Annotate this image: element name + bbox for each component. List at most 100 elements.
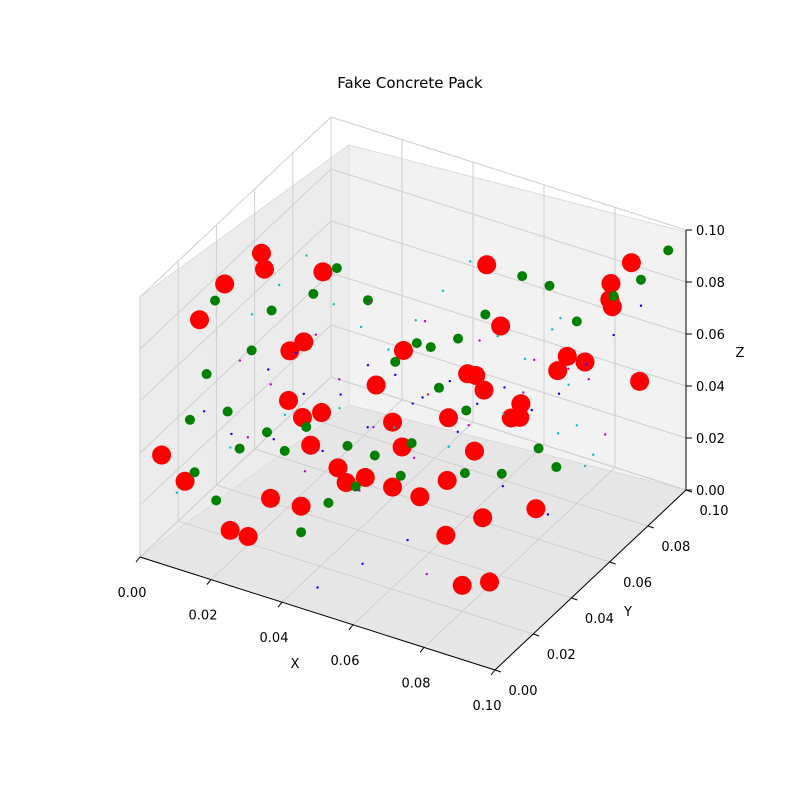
data-point	[390, 356, 401, 367]
data-point	[426, 393, 430, 396]
data-point	[567, 367, 570, 370]
data-point	[475, 402, 479, 405]
y-tick-mark	[494, 669, 502, 673]
data-point	[201, 369, 212, 380]
x-tick-mark	[206, 579, 212, 585]
data-point	[366, 426, 369, 429]
data-point	[523, 357, 527, 360]
data-point	[269, 383, 272, 386]
data-point	[394, 373, 397, 377]
data-point	[491, 316, 511, 336]
data-point	[630, 371, 650, 391]
data-point	[556, 432, 560, 435]
gridline-z	[330, 116, 687, 231]
data-point	[254, 259, 274, 279]
data-point	[551, 462, 562, 473]
data-point	[152, 445, 172, 465]
data-point	[261, 427, 272, 438]
data-point	[583, 464, 587, 468]
data-point	[332, 303, 335, 306]
z-tick-label: 0.08	[696, 276, 725, 291]
data-point	[202, 410, 206, 413]
data-point	[411, 338, 422, 349]
data-point	[592, 453, 595, 456]
data-point	[533, 358, 536, 362]
data-point	[338, 406, 341, 410]
data-point	[316, 586, 319, 589]
data-point	[215, 274, 235, 294]
gridline-z	[139, 220, 332, 402]
data-point	[517, 271, 528, 282]
data-point	[608, 291, 619, 302]
data-point	[437, 470, 457, 490]
data-point	[478, 339, 481, 342]
data-point	[291, 496, 311, 516]
data-point	[575, 352, 595, 372]
data-point	[510, 407, 530, 427]
data-point	[338, 378, 341, 381]
data-point	[392, 426, 396, 429]
data-point	[587, 377, 590, 381]
data-point	[250, 313, 254, 316]
data-point	[464, 441, 484, 461]
data-point	[234, 443, 245, 454]
data-point	[421, 396, 424, 399]
data-point	[339, 393, 342, 396]
y-axis-line	[494, 489, 687, 671]
data-point	[621, 253, 641, 273]
data-point	[411, 402, 414, 405]
gridline-z	[139, 116, 332, 298]
data-point	[372, 425, 375, 429]
x-tick-mark	[419, 647, 425, 653]
y-tick-label: 0.08	[661, 540, 690, 555]
data-point	[473, 508, 493, 528]
data-point	[272, 438, 275, 441]
axes	[135, 229, 693, 676]
data-point	[414, 319, 417, 322]
data-point	[425, 342, 436, 353]
data-point	[461, 405, 472, 416]
data-point	[474, 380, 494, 400]
y-tick-label: 0.10	[700, 504, 729, 519]
y-tick-label: 0.06	[623, 576, 652, 591]
y-tick-mark	[533, 633, 540, 637]
data-point	[296, 527, 307, 538]
y-tick-mark	[647, 525, 654, 529]
data-point	[387, 348, 390, 351]
gridline-y	[330, 376, 687, 491]
data-point	[279, 391, 299, 410]
tick-labels: 0.00 0.02 0.04 0.06 0.08 0.10 0.00 0.02 0.04 0.06…	[118, 224, 729, 714]
data-point	[238, 359, 242, 362]
data-point	[278, 283, 281, 287]
data-point	[211, 495, 222, 506]
data-point	[230, 432, 233, 436]
gridline-z	[330, 220, 687, 335]
data-point	[567, 383, 570, 386]
data-point	[280, 341, 300, 361]
data-point	[246, 345, 257, 356]
data-point	[447, 445, 450, 448]
z-tick-label: 0.04	[696, 380, 725, 395]
data-point	[358, 489, 361, 492]
x-axis-label: X	[291, 657, 300, 672]
data-point	[456, 430, 459, 434]
x-tick-label: 0.10	[473, 699, 502, 714]
x-tick-label: 0.04	[260, 631, 289, 646]
data-point	[635, 274, 646, 285]
data-point	[189, 467, 200, 478]
data-point	[511, 394, 531, 414]
z-tick-label: 0.00	[696, 484, 725, 499]
data-point	[585, 363, 588, 366]
y-tick-mark	[571, 597, 578, 601]
data-point	[557, 392, 561, 395]
z-axis-label: Z	[736, 346, 745, 361]
z-tick-label: 0.06	[696, 328, 725, 343]
data-point	[406, 538, 409, 542]
y-axis-label: Y	[623, 605, 632, 620]
data-point	[604, 433, 607, 436]
data-point	[355, 468, 375, 487]
data-point	[480, 572, 499, 592]
data-point	[266, 305, 277, 316]
y-tick-label: 0.02	[547, 648, 576, 663]
